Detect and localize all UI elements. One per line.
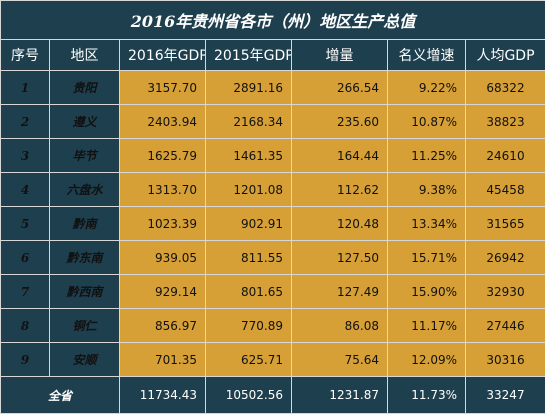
table-row: 8 铜仁 856.97 770.89 86.08 11.17% 27446: [0, 308, 545, 343]
table-row: 2 遵义 2403.94 2168.34 235.60 10.87% 38823: [0, 104, 545, 139]
row-region: 黔东南: [49, 240, 120, 275]
row-increase: 164.44: [291, 138, 388, 173]
row-growth: 13.34%: [387, 206, 466, 241]
row-gdp2016: 856.97: [119, 308, 206, 343]
col-header-region: 地区: [49, 39, 120, 71]
row-region: 黔西南: [49, 274, 120, 309]
table-row: 9 安顺 701.35 625.71 75.64 12.09% 30316: [0, 342, 545, 377]
row-index: 4: [0, 172, 50, 207]
total-gdp2015: 10502.56: [205, 376, 292, 414]
row-increase: 112.62: [291, 172, 388, 207]
row-region: 黔南: [49, 206, 120, 241]
row-region: 安顺: [49, 342, 120, 377]
row-growth: 9.22%: [387, 70, 466, 105]
row-gdp2015: 2891.16: [205, 70, 292, 105]
total-label: 全省: [0, 376, 120, 414]
row-gdp2016: 939.05: [119, 240, 206, 275]
row-per-capita: 32930: [465, 274, 545, 309]
row-per-capita: 45458: [465, 172, 545, 207]
table-row: 5 黔南 1023.39 902.91 120.48 13.34% 31565: [0, 206, 545, 241]
row-growth: 15.90%: [387, 274, 466, 309]
row-gdp2015: 770.89: [205, 308, 292, 343]
row-region: 六盘水: [49, 172, 120, 207]
col-header-gdp2016: 2016年GDP: [119, 39, 206, 71]
col-header-growth: 名义增速: [387, 39, 466, 71]
row-gdp2016: 929.14: [119, 274, 206, 309]
table-title: 2016年贵州省各市（州）地区生产总值: [0, 0, 545, 40]
row-region: 毕节: [49, 138, 120, 173]
row-gdp2015: 1201.08: [205, 172, 292, 207]
row-increase: 266.54: [291, 70, 388, 105]
row-increase: 86.08: [291, 308, 388, 343]
row-growth: 9.38%: [387, 172, 466, 207]
row-gdp2015: 811.55: [205, 240, 292, 275]
row-increase: 127.49: [291, 274, 388, 309]
row-per-capita: 26942: [465, 240, 545, 275]
row-region: 遵义: [49, 104, 120, 139]
row-index: 5: [0, 206, 50, 241]
table-row: 4 六盘水 1313.70 1201.08 112.62 9.38% 45458: [0, 172, 545, 207]
table-row: 6 黔东南 939.05 811.55 127.50 15.71% 26942: [0, 240, 545, 275]
row-gdp2015: 902.91: [205, 206, 292, 241]
col-header-gdp2015: 2015年GDP: [205, 39, 292, 71]
row-index: 3: [0, 138, 50, 173]
total-growth: 11.73%: [387, 376, 466, 414]
row-per-capita: 30316: [465, 342, 545, 377]
table-row: 3 毕节 1625.79 1461.35 164.44 11.25% 24610: [0, 138, 545, 173]
row-growth: 15.71%: [387, 240, 466, 275]
row-gdp2015: 625.71: [205, 342, 292, 377]
header-row: 序号 地区 2016年GDP 2015年GDP 增量 名义增速 人均GDP: [0, 39, 545, 71]
row-growth: 11.25%: [387, 138, 466, 173]
table-row: 1 贵阳 3157.70 2891.16 266.54 9.22% 68322: [0, 70, 545, 105]
col-header-increase: 增量: [291, 39, 388, 71]
row-increase: 235.60: [291, 104, 388, 139]
table-body: 1 贵阳 3157.70 2891.16 266.54 9.22% 68322 2 遵义 2403…: [0, 70, 545, 377]
row-per-capita: 27446: [465, 308, 545, 343]
row-region: 铜仁: [49, 308, 120, 343]
row-gdp2015: 801.65: [205, 274, 292, 309]
title-row: 2016年贵州省各市（州）地区生产总值: [0, 0, 545, 40]
row-gdp2016: 1313.70: [119, 172, 206, 207]
total-increase: 1231.87: [291, 376, 388, 414]
row-gdp2015: 2168.34: [205, 104, 292, 139]
total-row: 全省 11734.43 10502.56 1231.87 11.73% 3324…: [0, 376, 545, 414]
total-per-capita: 33247: [465, 376, 545, 414]
row-index: 1: [0, 70, 50, 105]
row-per-capita: 31565: [465, 206, 545, 241]
row-region: 贵阳: [49, 70, 120, 105]
table-row: 7 黔西南 929.14 801.65 127.49 15.90% 32930: [0, 274, 545, 309]
row-per-capita: 24610: [465, 138, 545, 173]
row-per-capita: 38823: [465, 104, 545, 139]
row-gdp2016: 3157.70: [119, 70, 206, 105]
row-growth: 11.17%: [387, 308, 466, 343]
row-index: 6: [0, 240, 50, 275]
row-index: 2: [0, 104, 50, 139]
row-gdp2016: 701.35: [119, 342, 206, 377]
row-increase: 120.48: [291, 206, 388, 241]
total-gdp2016: 11734.43: [119, 376, 206, 414]
col-header-per-capita: 人均GDP: [465, 39, 545, 71]
row-gdp2016: 1625.79: [119, 138, 206, 173]
row-index: 8: [0, 308, 50, 343]
row-index: 7: [0, 274, 50, 309]
row-index: 9: [0, 342, 50, 377]
row-increase: 127.50: [291, 240, 388, 275]
row-growth: 12.09%: [387, 342, 466, 377]
col-header-index: 序号: [0, 39, 50, 71]
row-gdp2016: 1023.39: [119, 206, 206, 241]
row-per-capita: 68322: [465, 70, 545, 105]
row-increase: 75.64: [291, 342, 388, 377]
row-gdp2015: 1461.35: [205, 138, 292, 173]
row-growth: 10.87%: [387, 104, 466, 139]
row-gdp2016: 2403.94: [119, 104, 206, 139]
